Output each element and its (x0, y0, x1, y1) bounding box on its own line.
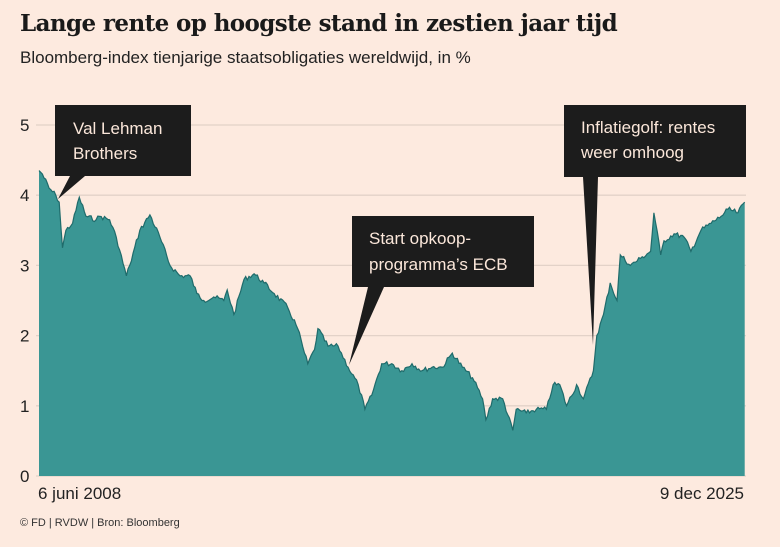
y-tick-label: 1 (20, 397, 29, 416)
annotation-lehman-line2: Brothers (73, 144, 137, 163)
annotation-inflatie-line1: Inflatiegolf: rentes (581, 118, 715, 137)
y-tick-label: 3 (20, 256, 29, 275)
annotation-lehman-line1: Val Lehman (73, 119, 162, 138)
area-series-line (38, 170, 746, 431)
annotation-ecb: Start opkoop- programma’s ECB (349, 216, 534, 365)
y-tick-label: 2 (20, 327, 29, 346)
chart-subtitle: Bloomberg-index tienjarige staatsobligat… (20, 48, 471, 67)
y-tick-label: 5 (20, 116, 29, 135)
x-start-label: 6 juni 2008 (38, 484, 121, 503)
x-end-label: 9 dec 2025 (660, 484, 744, 503)
annotation-inflatie-box (564, 105, 746, 345)
annotation-ecb-box (349, 216, 534, 365)
chart-title: Lange rente op hoogste stand in zestien … (20, 10, 618, 37)
area-series (39, 170, 745, 476)
annotation-ecb-line1: Start opkoop- (369, 229, 471, 248)
y-tick-label: 0 (20, 467, 29, 486)
annotation-inflatie: Inflatiegolf: rentes weer omhoog (564, 105, 746, 345)
annotation-lehman-box (55, 105, 191, 199)
annotation-lehman: Val Lehman Brothers (55, 105, 191, 199)
source-footer: © FD | RVDW | Bron: Bloomberg (20, 517, 180, 529)
annotation-inflatie-line2: weer omhoog (580, 143, 684, 162)
y-tick-label: 4 (20, 186, 29, 205)
annotation-ecb-line2: programma’s ECB (369, 255, 508, 274)
